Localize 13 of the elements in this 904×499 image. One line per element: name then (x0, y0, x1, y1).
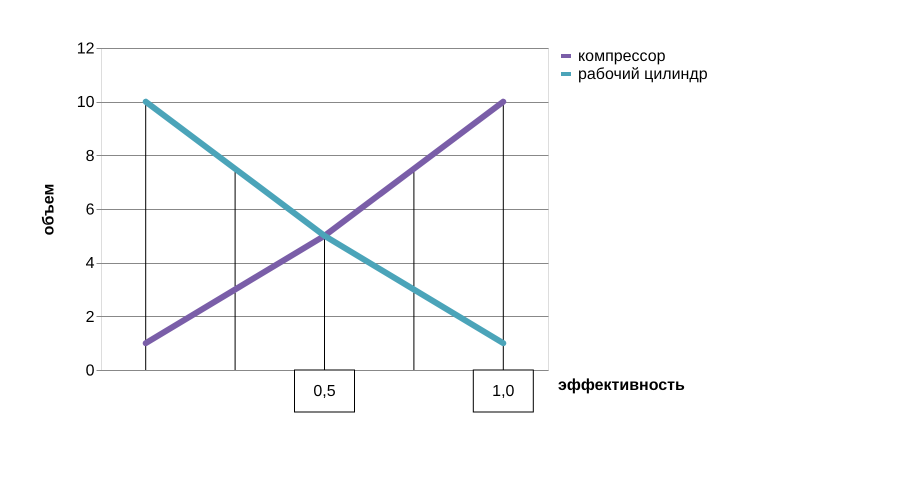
y-tick-label: 2 (86, 308, 95, 326)
y-tick-label: 6 (86, 202, 95, 218)
text: 0,5 (313, 383, 336, 400)
legend-label: рабочий цилиндр (578, 66, 708, 83)
y-tick-label: 12 (76, 40, 95, 58)
x-axis-title: эффективность (558, 377, 685, 394)
text: 1,0 (492, 383, 515, 400)
legend-label: компрессор (578, 48, 666, 65)
y-tick-label: 8 (86, 148, 95, 165)
y-tick-label: 0 (86, 362, 95, 380)
y-axis-title: объем (40, 184, 58, 236)
y-tick-label: 4 (86, 255, 95, 272)
y-tick-label: 10 (76, 94, 95, 112)
